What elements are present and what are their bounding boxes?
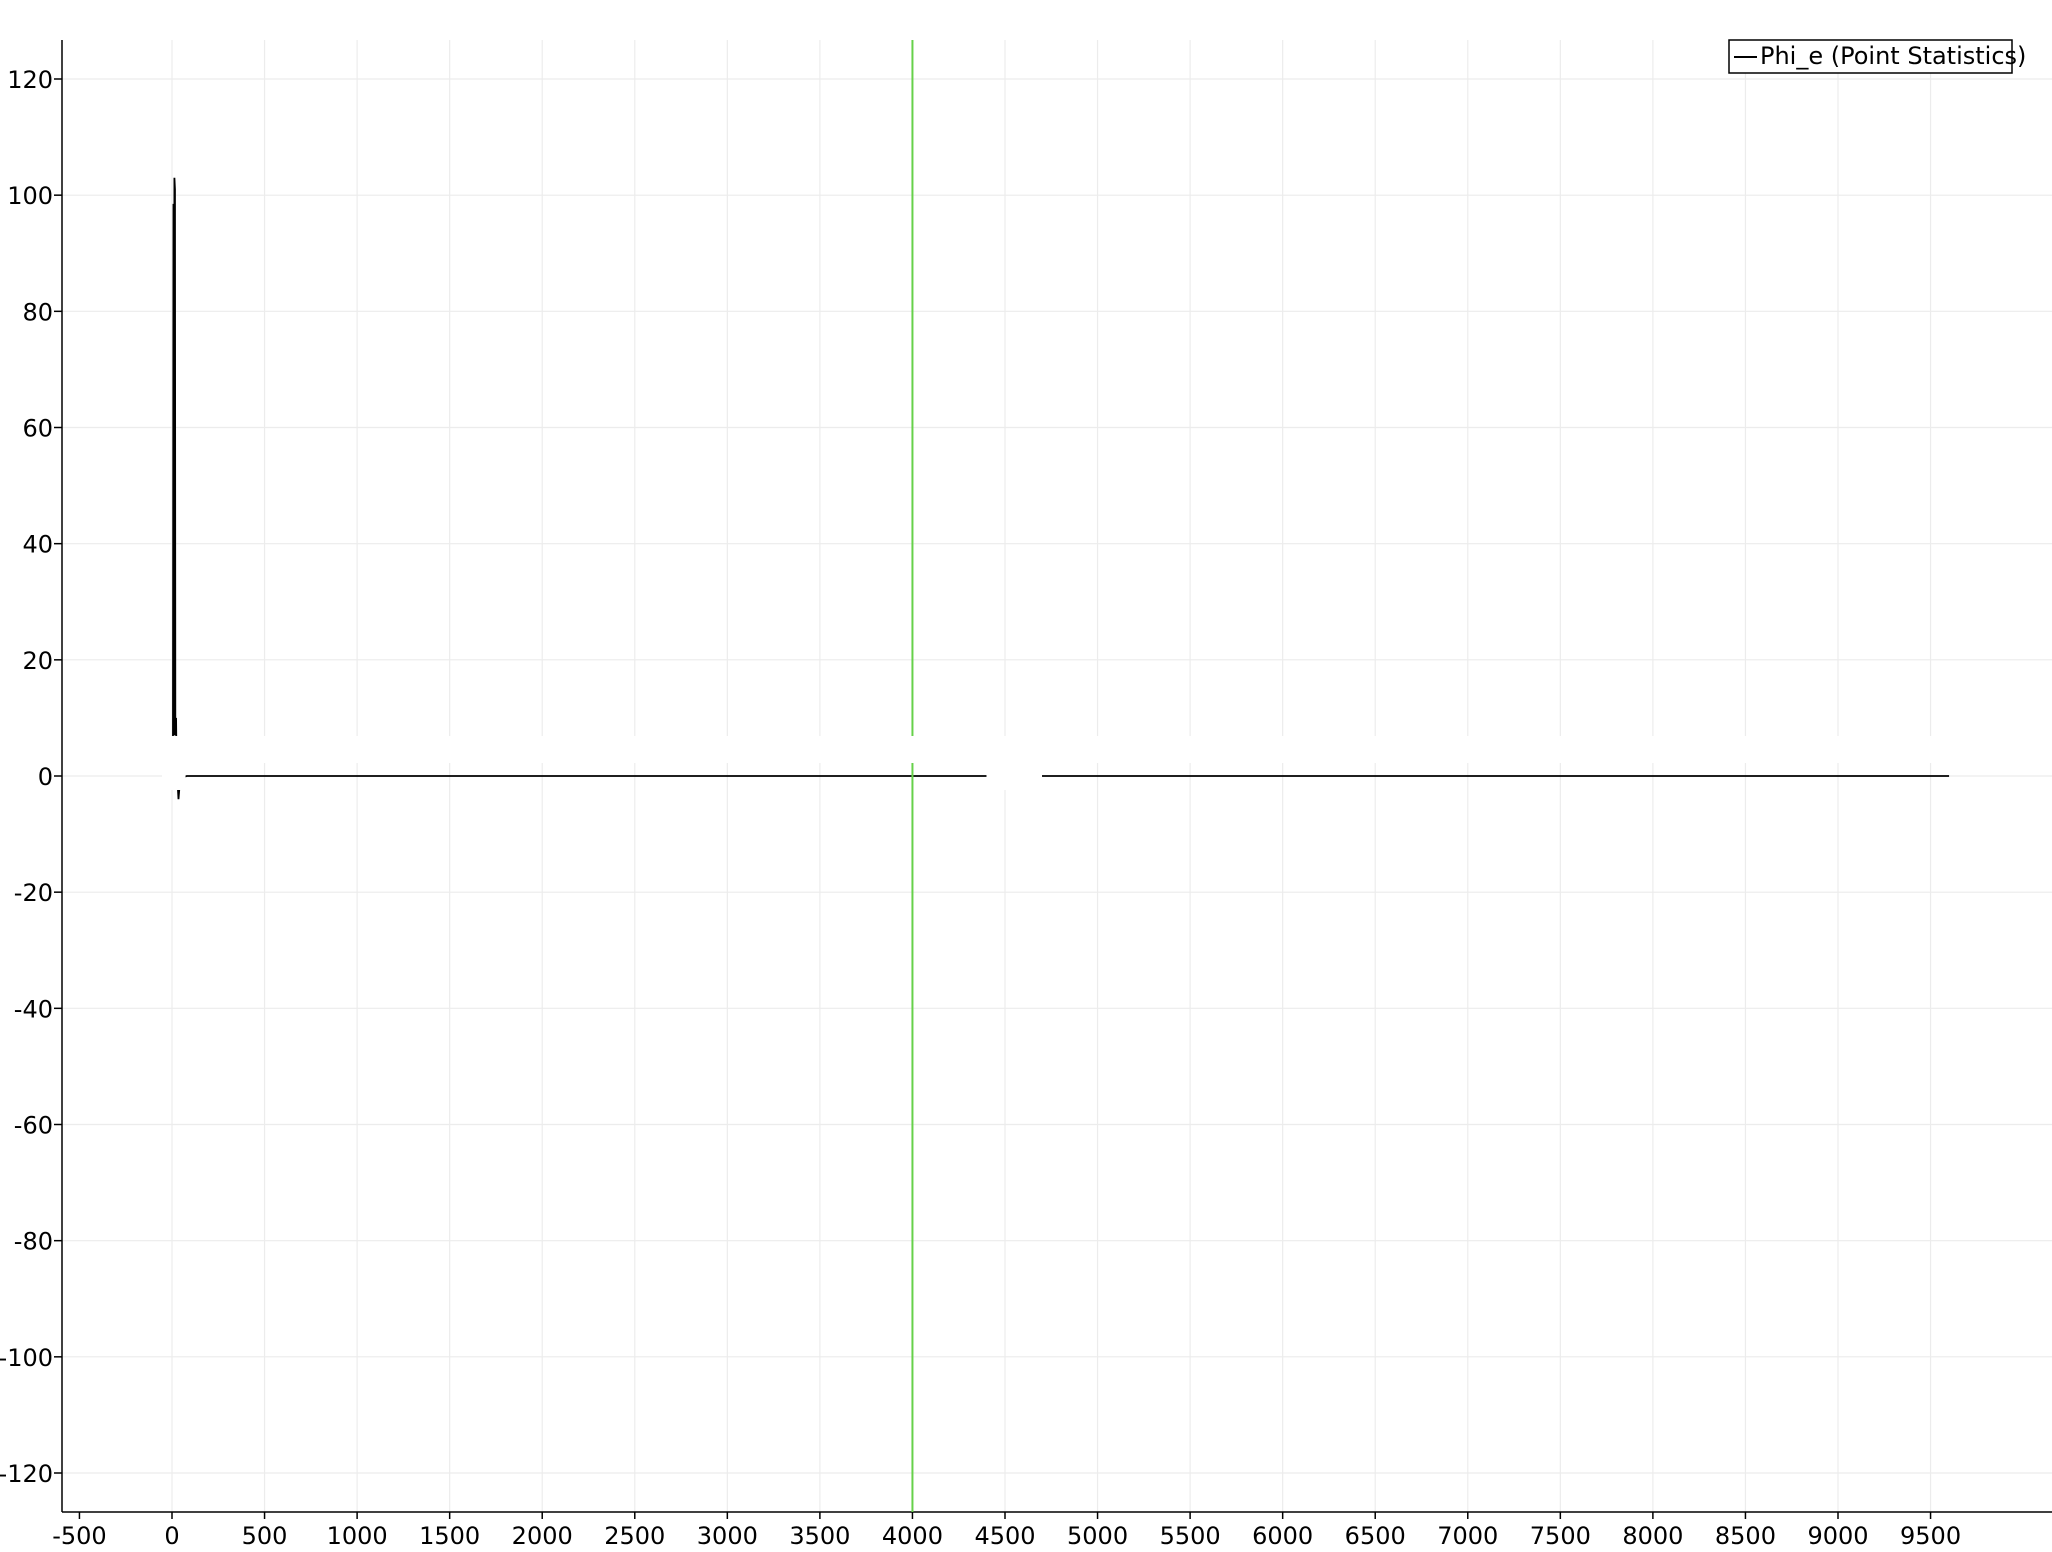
y-tick-label-11: 100 — [7, 182, 53, 210]
y-tick-labels: -120 -100 -80 -60 -40 -20 0 20 40 60 80 100 120 — [0, 66, 53, 1488]
x-tick-label-17: 8000 — [1622, 1522, 1683, 1550]
y-tick-label-5: -20 — [14, 879, 53, 907]
x-tick-label-3: 1000 — [327, 1522, 388, 1550]
y-tick-label-6: 0 — [38, 763, 53, 791]
legend-entry-label: Phi_e (Point Statistics) — [1760, 42, 2026, 70]
axis-label-gap-1 — [986, 762, 1043, 790]
legend: Phi_e (Point Statistics) — [1728, 39, 2026, 74]
y-tick-label-4: -40 — [14, 995, 53, 1023]
legend-box — [1728, 39, 2013, 74]
y-tick-label-1: -100 — [0, 1344, 53, 1372]
y-tick-label-10: 80 — [22, 298, 53, 326]
x-tick-label-7: 3000 — [697, 1522, 758, 1550]
x-tick-label-15: 7000 — [1437, 1522, 1498, 1550]
x-tick-label-2: 500 — [242, 1522, 288, 1550]
x-tick-label-4: 1500 — [419, 1522, 480, 1550]
x-tick-label-10: 4500 — [974, 1522, 1035, 1550]
x-tick-label-13: 6000 — [1252, 1522, 1313, 1550]
y-tick-label-9: 60 — [22, 415, 53, 443]
y-tick-label-3: -60 — [14, 1112, 53, 1140]
y-tick-label-12: 120 — [7, 66, 53, 94]
x-tick-label-1: 0 — [164, 1522, 179, 1550]
x-tick-label-16: 7500 — [1530, 1522, 1591, 1550]
x-tick-label-6: 2500 — [604, 1522, 665, 1550]
y-tick-label-8: 40 — [22, 531, 53, 559]
x-tick-labels: -500 0 500 1000 1500 2000 2500 3000 3500 4000 4500… — [52, 1522, 1961, 1550]
label-gaps — [64, 736, 2052, 790]
x-tick-label-18: 8500 — [1715, 1522, 1776, 1550]
zero-label-gap-band — [64, 736, 2052, 763]
x-tick-label-5: 2000 — [512, 1522, 573, 1550]
y-tick-label-7: 20 — [22, 647, 53, 675]
axes — [54, 40, 2052, 1519]
x-tick-label-8: 3500 — [789, 1522, 850, 1550]
x-tick-label-20: 9500 — [1900, 1522, 1961, 1550]
x-tick-label-14: 6500 — [1345, 1522, 1406, 1550]
axis-label-gap-0 — [162, 762, 186, 790]
x-tick-label-11: 5000 — [1067, 1522, 1128, 1550]
x-tick-label-0: -500 — [52, 1522, 106, 1550]
y-tick-label-2: -80 — [14, 1228, 53, 1256]
x-tick-label-12: 5500 — [1160, 1522, 1221, 1550]
y-tick-label-0: -120 — [0, 1460, 53, 1488]
x-tick-label-19: 9000 — [1807, 1522, 1868, 1550]
x-tick-label-9: 4000 — [882, 1522, 943, 1550]
